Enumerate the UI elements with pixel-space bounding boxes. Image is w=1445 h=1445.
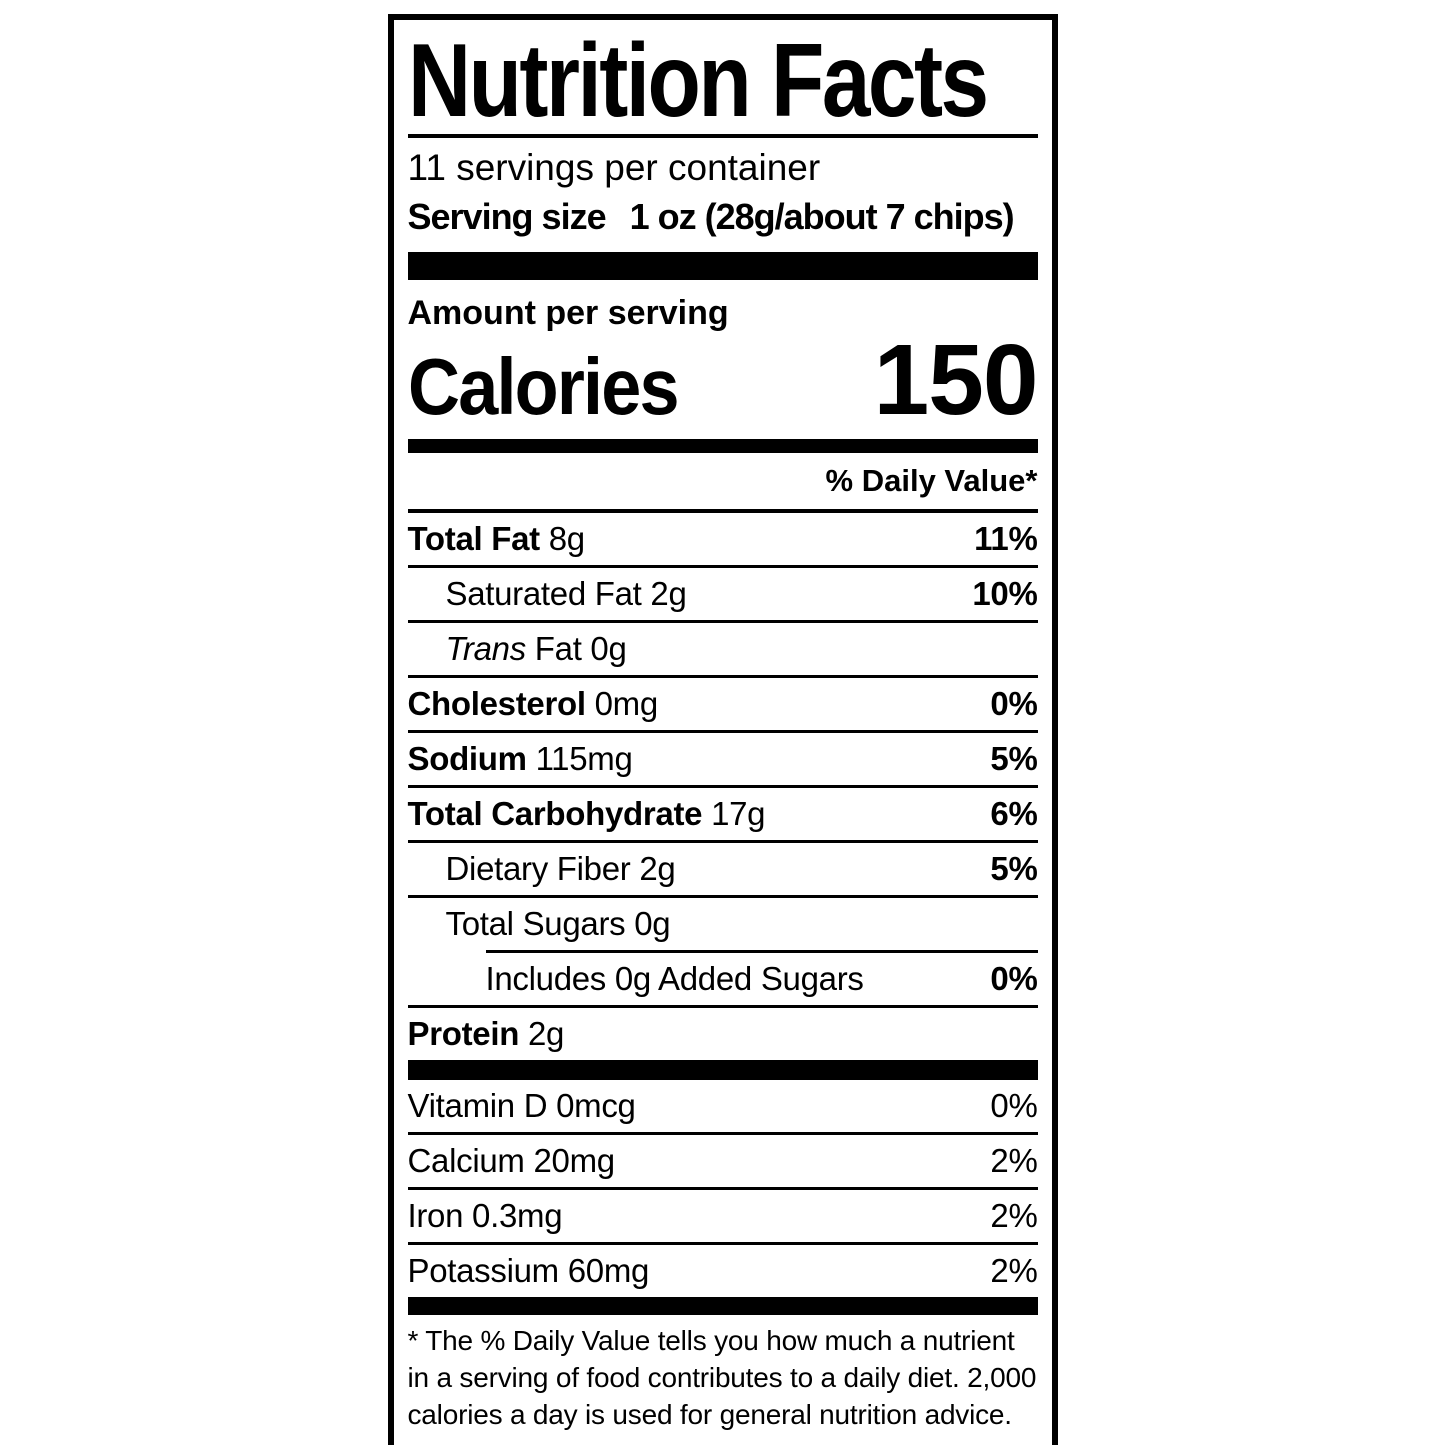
title-divider	[407, 133, 1038, 138]
thick-divider-middle	[407, 1060, 1038, 1081]
calories-label: Calories	[407, 342, 680, 432]
nutrient-amount: 2g	[630, 850, 676, 888]
nutrient-row: Sodium 115mg 5%	[407, 733, 1038, 789]
micronutrient-daily-value: 2%	[990, 1252, 1038, 1290]
nutrient-daily-value: 5%	[990, 850, 1038, 888]
nutrient-name: Dietary Fiber	[445, 850, 631, 888]
nutrient-rows: Total Fat 8g 11% Saturated Fat 2g 10% Trans …	[407, 513, 1038, 1060]
nutrient-daily-value: 10%	[972, 575, 1038, 613]
nutrient-daily-value: 0%	[990, 685, 1038, 723]
calories-row: Calories 150	[407, 324, 1039, 437]
nutrient-name-group: Saturated Fat 2g	[446, 575, 687, 613]
micronutrient-name: Vitamin D 0mcg	[407, 1087, 636, 1125]
thick-divider-top	[407, 252, 1038, 281]
serving-size-row: Serving size 1 oz (28g/about 7 chips)	[408, 192, 1038, 252]
micronutrient-rows: Vitamin D 0mcg 0% Calcium 20mg 2% Iron 0.3mg…	[407, 1080, 1038, 1297]
nutrient-name: Total Carbohydrate	[407, 795, 703, 833]
nutrient-name: Saturated Fat	[445, 575, 642, 613]
nutrient-name-group: Protein 2g	[408, 1015, 565, 1053]
nutrient-name-group: Trans Fat 0g	[446, 630, 627, 668]
serving-size-value: 1 oz (28g/about 7 chips)	[629, 196, 1015, 238]
daily-value-footnote: * The % Daily Value tells you how much a…	[407, 1325, 1037, 1430]
micronutrient-name: Calcium 20mg	[407, 1142, 616, 1180]
daily-value-header: % Daily Value*	[407, 453, 1038, 514]
nutrient-name-group: Includes 0g Added Sugars	[486, 960, 864, 998]
calories-divider	[407, 439, 1038, 454]
nutrient-amount: 17g	[702, 795, 766, 833]
nutrient-row: Dietary Fiber 2g 5%	[407, 843, 1038, 899]
nutrient-amount: 8g	[539, 520, 585, 558]
micronutrient-daily-value: 2%	[990, 1142, 1038, 1180]
nutrient-name: Protein	[407, 1015, 520, 1053]
thick-divider-bottom	[407, 1297, 1038, 1316]
nutrient-daily-value: 5%	[990, 740, 1038, 778]
micronutrient-row: Calcium 20mg 2%	[407, 1135, 1038, 1191]
nutrient-row: Protein 2g	[408, 1008, 1038, 1060]
nutrient-amount: 115mg	[526, 740, 633, 778]
nutrient-name-italic: Trans	[445, 630, 527, 668]
nutrient-name-group: Sodium 115mg	[408, 740, 633, 778]
nutrient-amount: 0g	[625, 905, 671, 943]
nutrient-daily-value: 11%	[974, 520, 1038, 558]
micronutrient-daily-value: 2%	[990, 1197, 1038, 1235]
nutrient-row: Saturated Fat 2g 10%	[407, 568, 1038, 624]
nutrient-amount: 2g	[641, 575, 687, 613]
amount-per-serving-label: Amount per serving	[407, 294, 729, 333]
nutrient-name-group: Total Fat 8g	[407, 520, 586, 558]
nutrient-row: Trans Fat 0g	[407, 623, 1038, 679]
nutrient-name-group: Total Sugars 0g	[446, 905, 671, 943]
micronutrient-name: Potassium 60mg	[407, 1252, 650, 1290]
nutrition-facts-label: Nutrition Facts 11 servings per containe…	[387, 14, 1058, 1445]
nutrition-title: Nutrition Facts	[407, 23, 989, 139]
nutrient-name: Total Fat	[407, 520, 541, 558]
nutrient-daily-value: 0%	[990, 960, 1038, 998]
nutrient-row: Includes 0g Added Sugars 0%	[407, 953, 1038, 1009]
nutrient-amount: 2g	[519, 1015, 565, 1053]
nutrient-name-group: Dietary Fiber 2g	[446, 850, 676, 888]
nutrient-name-group: Cholesterol 0mg	[407, 685, 659, 723]
nutrient-name: Total Sugars	[445, 905, 626, 943]
nutrient-row: Cholesterol 0mg 0%	[407, 678, 1038, 734]
nutrition-title-wrap: Nutrition Facts	[407, 23, 1038, 139]
nutrient-name: Fat	[534, 630, 582, 668]
servings-per-container: 11 servings per container	[407, 146, 821, 188]
nutrient-row: Total Fat 8g 11%	[407, 513, 1038, 569]
nutrient-amount: 0g	[581, 630, 627, 668]
micronutrient-name: Iron 0.3mg	[407, 1197, 563, 1235]
indented-divider	[485, 950, 1038, 954]
nutrient-daily-value: 6%	[990, 795, 1038, 833]
nutrient-row: Total Carbohydrate 17g 6%	[407, 788, 1038, 844]
micronutrient-row: Iron 0.3mg 2%	[407, 1190, 1038, 1246]
nutrient-amount: 0mg	[585, 685, 659, 723]
serving-size-label: Serving size	[407, 196, 607, 238]
nutrient-row: Total Sugars 0g	[408, 898, 1038, 950]
nutrient-name: Sodium	[407, 740, 528, 778]
micronutrient-row: Potassium 60mg 2%	[408, 1245, 1038, 1297]
calories-value: 150	[873, 324, 1039, 437]
micronutrient-row: Vitamin D 0mcg 0%	[407, 1080, 1038, 1136]
micronutrient-daily-value: 0%	[990, 1087, 1038, 1125]
nutrient-name-group: Total Carbohydrate 17g	[408, 795, 766, 833]
nutrient-name: Includes 0g Added Sugars	[485, 960, 864, 998]
nutrient-name: Cholesterol	[407, 685, 587, 723]
